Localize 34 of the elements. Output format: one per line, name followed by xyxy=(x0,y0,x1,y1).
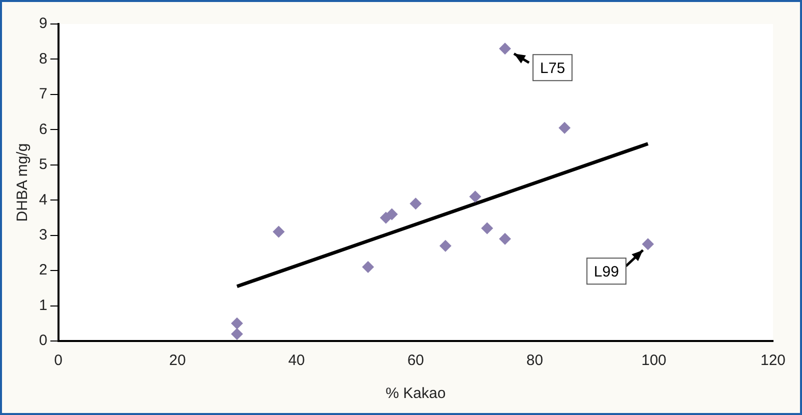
x-tick-label: 60 xyxy=(407,352,424,370)
y-tick-label: 5 xyxy=(39,156,48,174)
x-tick-label: 0 xyxy=(54,352,63,370)
x-tick-label: 120 xyxy=(760,352,786,370)
y-tick-label: 7 xyxy=(39,86,48,103)
point xyxy=(558,122,571,134)
point xyxy=(439,240,452,252)
y-tick-label: 6 xyxy=(39,120,48,138)
x-tick-label: 40 xyxy=(288,352,305,370)
point xyxy=(499,232,512,245)
y-axis-title: DHBA mg/g xyxy=(14,143,32,222)
point xyxy=(231,328,244,340)
x-tick-label: 20 xyxy=(169,352,186,370)
y-tick-label: 8 xyxy=(39,50,48,68)
x-axis-title: % Kakao xyxy=(386,385,446,402)
point xyxy=(481,222,494,234)
point xyxy=(231,317,244,330)
point xyxy=(499,42,512,55)
point xyxy=(469,190,482,203)
point xyxy=(272,226,285,238)
y-tick-label: 9 xyxy=(39,15,48,32)
point xyxy=(362,261,374,274)
point xyxy=(410,198,422,210)
y-tick-label: 3 xyxy=(39,226,48,244)
point xyxy=(386,208,398,220)
annotation: L75 xyxy=(540,60,566,77)
x-tick-label: 80 xyxy=(526,352,544,370)
y-tick-label: 4 xyxy=(39,191,48,208)
y-tick-label: 1 xyxy=(39,296,48,314)
y-tick-label: 0 xyxy=(39,332,48,350)
point xyxy=(642,238,654,250)
y-tick-label: 2 xyxy=(39,262,48,279)
x-tick-label: 100 xyxy=(641,352,666,370)
annotation: L99 xyxy=(594,263,619,280)
